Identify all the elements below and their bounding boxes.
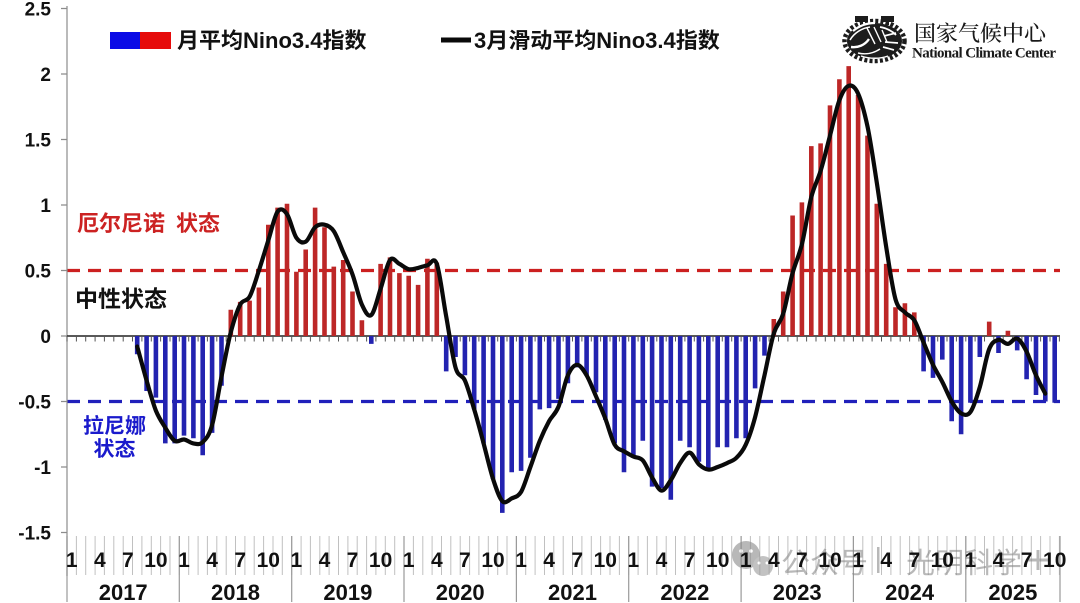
svg-text:1: 1: [515, 549, 527, 572]
svg-text:10: 10: [818, 549, 841, 572]
svg-text:4: 4: [993, 549, 1005, 572]
svg-text:10: 10: [481, 549, 504, 572]
svg-text:4: 4: [206, 549, 218, 572]
svg-text:-1: -1: [34, 458, 51, 479]
svg-text:4: 4: [880, 549, 892, 572]
svg-text:10: 10: [257, 549, 280, 572]
svg-text:-1.5: -1.5: [18, 524, 51, 545]
svg-text:7: 7: [684, 549, 696, 572]
svg-text:10: 10: [144, 549, 167, 572]
svg-text:Nino3.4: Nino3.4: [596, 28, 676, 53]
svg-text:1: 1: [852, 549, 864, 572]
svg-text:0.5: 0.5: [25, 262, 52, 283]
svg-text:10: 10: [931, 549, 954, 572]
svg-text:0: 0: [40, 327, 51, 348]
svg-text:4: 4: [94, 549, 106, 572]
svg-text:10: 10: [1043, 549, 1066, 572]
svg-text:7: 7: [459, 549, 471, 572]
svg-text:-0.5: -0.5: [18, 393, 51, 414]
svg-text:10: 10: [369, 549, 392, 572]
svg-text:7: 7: [347, 549, 359, 572]
svg-text:2019: 2019: [323, 580, 372, 603]
svg-text:1: 1: [628, 549, 640, 572]
svg-text:4: 4: [543, 549, 555, 572]
svg-text:4: 4: [431, 549, 443, 572]
svg-text:4: 4: [319, 549, 331, 572]
svg-text:Nino3.4: Nino3.4: [243, 28, 323, 53]
svg-text:1: 1: [403, 549, 415, 572]
svg-text:1: 1: [40, 196, 51, 217]
svg-text:1: 1: [740, 549, 752, 572]
svg-text:2020: 2020: [436, 580, 485, 603]
svg-text:1: 1: [291, 549, 303, 572]
svg-text:7: 7: [796, 549, 808, 572]
svg-text:2025: 2025: [988, 580, 1037, 603]
svg-text:2023: 2023: [773, 580, 822, 603]
svg-text:2017: 2017: [99, 580, 148, 603]
svg-text:2: 2: [40, 65, 51, 86]
svg-text:1: 1: [178, 549, 190, 572]
svg-text:2018: 2018: [211, 580, 260, 603]
svg-text:4: 4: [656, 549, 668, 572]
svg-text:1: 1: [66, 549, 78, 572]
svg-text:7: 7: [1021, 549, 1033, 572]
svg-text:7: 7: [571, 549, 583, 572]
svg-text:2024: 2024: [885, 580, 935, 603]
svg-text:2021: 2021: [548, 580, 597, 603]
svg-text:1: 1: [965, 549, 977, 572]
svg-text:3: 3: [474, 28, 486, 53]
svg-text:4: 4: [768, 549, 780, 572]
svg-text:10: 10: [594, 549, 617, 572]
svg-text:National Climate Center: National Climate Center: [912, 46, 1056, 62]
svg-text:10: 10: [706, 549, 729, 572]
svg-text:2.5: 2.5: [25, 0, 52, 21]
svg-text:7: 7: [122, 549, 134, 572]
svg-text:2022: 2022: [660, 580, 709, 603]
svg-text:7: 7: [234, 549, 246, 572]
svg-text:7: 7: [908, 549, 920, 572]
svg-text:1.5: 1.5: [25, 131, 52, 152]
